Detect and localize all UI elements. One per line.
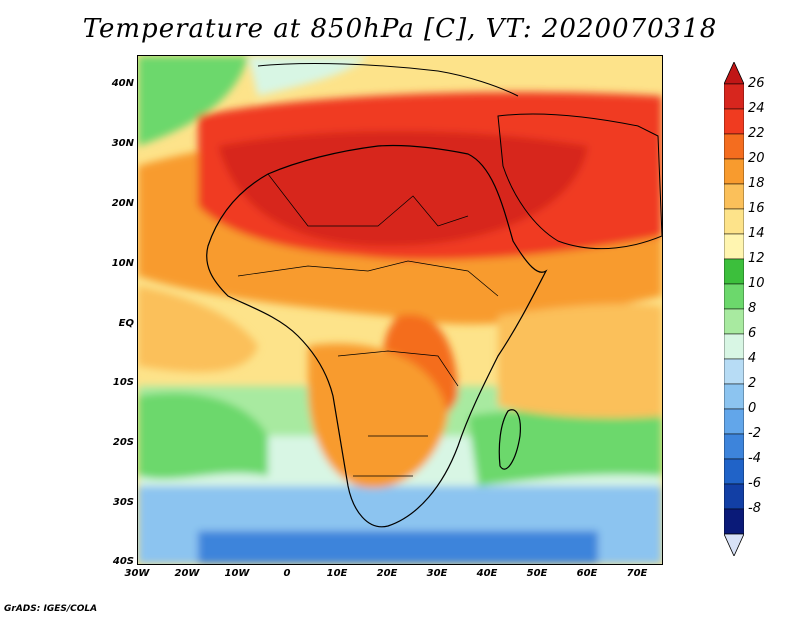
madagascar-coastline	[498, 409, 521, 470]
lon-label-50e: 50E	[526, 568, 548, 579]
colorbar-segment	[724, 108, 744, 135]
south-africa-warm	[308, 343, 448, 488]
lat-label-eq: EQ	[118, 318, 134, 329]
border-lines-1	[267, 173, 469, 227]
lon-label-70e: 70E	[626, 568, 648, 579]
colorbar-segment	[724, 308, 744, 335]
colorbar-label: -8	[748, 501, 761, 516]
border-lines-2	[237, 260, 499, 297]
colorbar-segment	[724, 508, 744, 535]
colorbar-segment	[724, 208, 744, 235]
colorbar-segment	[724, 333, 744, 360]
colorbar-over-triangle	[724, 62, 744, 85]
lat-label-10n: 10N	[111, 258, 134, 269]
lon-label-0: 0	[283, 568, 291, 579]
indian-ocean-warm	[498, 304, 662, 418]
colorbar-label: 22	[748, 126, 765, 141]
lat-label-30s: 30S	[112, 497, 134, 508]
colorbar-label: -2	[748, 426, 761, 441]
lon-label-60e: 60E	[576, 568, 598, 579]
colorbar-segment	[724, 408, 744, 435]
southwest-green	[138, 392, 268, 479]
lon-label-30w: 30W	[124, 568, 150, 579]
lat-label-40s: 40S	[112, 556, 134, 567]
map-canvas	[138, 56, 662, 564]
lat-label-20s: 20S	[112, 437, 134, 448]
lat-label-30n: 30N	[111, 138, 134, 149]
lon-label-10e: 10E	[326, 568, 348, 579]
colorbar-under-triangle	[724, 533, 744, 556]
north-pale	[248, 56, 368, 96]
colorbar-segment	[724, 183, 744, 210]
map-title: Temperature at 850hPa [C], VT: 202007031…	[82, 14, 718, 44]
colorbar	[724, 62, 744, 556]
colorbar-label: -4	[748, 451, 761, 466]
colorbar-label: 4	[748, 351, 757, 366]
europe-coastline	[257, 63, 519, 97]
northwest-green	[138, 56, 248, 146]
colorbar-label: 10	[748, 276, 765, 291]
atlantic-warm	[138, 286, 258, 372]
colorbar-label: 24	[748, 101, 765, 116]
colorbar-segment	[724, 433, 744, 460]
colorbar-segment	[724, 83, 744, 110]
southeast-green	[468, 406, 662, 486]
credit-text: GrADS: IGES/COLA	[4, 604, 98, 614]
colorbar-label: 6	[748, 326, 757, 341]
colorbar-segment	[724, 258, 744, 285]
colorbar-label: 20	[748, 151, 765, 166]
colorbar-segment	[724, 383, 744, 410]
colorbar-label: -6	[748, 476, 761, 491]
colorbar-label: 16	[748, 201, 765, 216]
lat-label-10s: 10S	[112, 377, 134, 388]
colorbar-segment	[724, 233, 744, 260]
africa-coastline	[206, 144, 548, 528]
lat-label-40n: 40N	[111, 78, 134, 89]
colorbar-label: 0	[748, 401, 757, 416]
lon-label-10w: 10W	[224, 568, 250, 579]
colorbar-segment	[724, 158, 744, 185]
colorbar-segment	[724, 133, 744, 160]
arabia-coastline	[497, 113, 662, 250]
lon-label-30e: 30E	[426, 568, 448, 579]
colorbar-segment	[724, 283, 744, 310]
colorbar-label: 12	[748, 251, 765, 266]
colorbar-label: 8	[748, 301, 757, 316]
colorbar-segment	[724, 483, 744, 510]
temperature-map	[137, 55, 663, 565]
lon-label-20w: 20W	[174, 568, 200, 579]
border-lines-3	[337, 350, 459, 477]
coldest-band	[198, 531, 598, 564]
colorbar-label: 26	[748, 76, 765, 91]
colorbar-label: 2	[748, 376, 757, 391]
colorbar-label: 14	[748, 226, 765, 241]
lon-label-20e: 20E	[376, 568, 398, 579]
colorbar-segment	[724, 458, 744, 485]
lon-label-40e: 40E	[476, 568, 498, 579]
lat-label-20n: 20N	[111, 198, 134, 209]
colorbar-segment	[724, 358, 744, 385]
colorbar-label: 18	[748, 176, 765, 191]
